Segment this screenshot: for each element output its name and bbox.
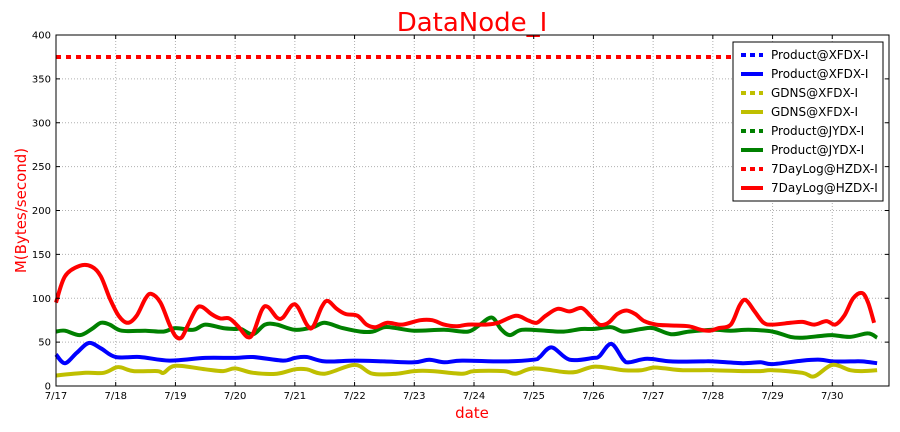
y-tick-label: 0 bbox=[45, 382, 51, 393]
legend-label: Product@XFDX-I bbox=[771, 48, 868, 62]
legend-box bbox=[732, 41, 884, 202]
legend-label: Product@JYDX-I bbox=[771, 124, 864, 138]
y-tick-label: 150 bbox=[32, 250, 51, 261]
series-line-7 bbox=[54, 262, 877, 341]
x-tick-label: 7/24 bbox=[463, 391, 485, 402]
x-tick-label: 7/19 bbox=[164, 391, 186, 402]
series-line-1 bbox=[54, 340, 878, 367]
y-tick-label: 250 bbox=[32, 162, 51, 173]
axis-ticks: 0 50 100 150 200 250 300 350 400 7/17 7/18 7/19 7/20… bbox=[32, 31, 889, 402]
x-tick-label: 7/25 bbox=[522, 391, 544, 402]
x-tick-label: 7/23 bbox=[403, 391, 425, 402]
x-tick-label: 7/17 bbox=[45, 391, 67, 402]
legend: Product@XFDX-I Product@XFDX-I GDNS@XFDX-I G… bbox=[732, 41, 884, 202]
legend-label: GDNS@XFDX-I bbox=[771, 86, 858, 100]
x-tick-label: 7/18 bbox=[104, 391, 126, 402]
x-tick-label: 7/22 bbox=[343, 391, 365, 402]
y-tick-label: 300 bbox=[32, 118, 51, 129]
legend-label: 7DayLog@HZDX-I bbox=[771, 162, 878, 176]
x-tick-label: 7/26 bbox=[582, 391, 604, 402]
x-tick-label: 7/27 bbox=[642, 391, 664, 402]
y-tick-label: 200 bbox=[32, 206, 51, 217]
x-axis-title: date bbox=[455, 404, 489, 422]
series-lines bbox=[54, 54, 879, 379]
x-tick-label: 7/21 bbox=[284, 391, 306, 402]
y-tick-label: 100 bbox=[32, 294, 51, 305]
y-tick-label: 350 bbox=[32, 74, 51, 85]
grid bbox=[56, 35, 889, 386]
y-tick-label: 50 bbox=[38, 338, 51, 349]
legend-label: Product@JYDX-I bbox=[771, 143, 864, 157]
legend-label: 7DayLog@HZDX-I bbox=[771, 181, 878, 195]
y-axis-title: M(Bytes/second) bbox=[12, 148, 30, 273]
chart-title: DataNode_I bbox=[397, 8, 548, 38]
legend-label: GDNS@XFDX-I bbox=[771, 105, 858, 119]
y-tick-label: 400 bbox=[32, 31, 51, 42]
x-tick-label: 7/20 bbox=[224, 391, 246, 402]
x-tick-label: 7/28 bbox=[702, 391, 724, 402]
series-line-3 bbox=[55, 362, 878, 379]
legend-label: Product@XFDX-I bbox=[771, 67, 868, 81]
series-line-5 bbox=[55, 315, 879, 340]
x-tick-label: 7/30 bbox=[821, 391, 843, 402]
x-tick-label: 7/29 bbox=[761, 391, 783, 402]
